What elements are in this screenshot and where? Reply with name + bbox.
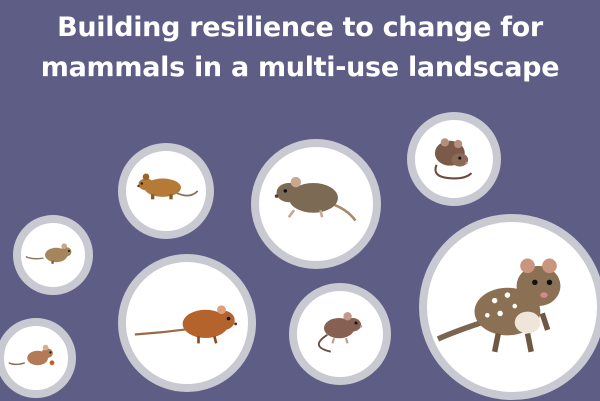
bubble-pygmy-possum: [407, 112, 501, 206]
bubble-rat: [289, 283, 391, 385]
small-mouse-icon: [25, 243, 72, 264]
bubble-antechinus: [118, 143, 214, 239]
bubble-tiny-mouse: [0, 318, 76, 398]
quoll-icon: [436, 258, 561, 353]
bubble-quoll: [419, 214, 600, 400]
title-line-1: Building resilience to change for: [57, 12, 543, 43]
page-title: Building resilience to change for mammal…: [0, 8, 600, 88]
dusky-rat-icon: [274, 176, 357, 222]
title-line-2: mammals in a multi-use landscape: [40, 52, 560, 83]
bandicoot-rat-icon: [134, 305, 238, 344]
bubble-bandicoot-rat: [118, 254, 256, 392]
antechinus-icon: [137, 173, 199, 200]
bubble-small-mouse: [13, 215, 93, 295]
bubble-dusky-rat: [251, 139, 381, 269]
rat-icon: [317, 312, 363, 353]
pygmy-possum-icon: [434, 138, 473, 180]
tiny-mouse-icon: [8, 344, 55, 366]
